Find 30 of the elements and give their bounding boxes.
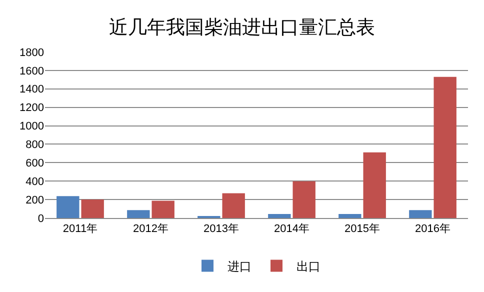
bar xyxy=(152,200,174,218)
y-tick-label: 1200 xyxy=(20,102,44,114)
y-tick-label: 0 xyxy=(38,212,44,225)
x-tick-label: 2016年 xyxy=(415,223,450,236)
bar xyxy=(434,76,456,218)
bar xyxy=(222,193,245,218)
y-tick-label: 1400 xyxy=(20,84,44,96)
bar xyxy=(363,152,386,218)
bar xyxy=(81,199,104,218)
y-tick-label: 200 xyxy=(26,194,44,206)
legend-label: 进口 xyxy=(228,259,252,274)
y-tick-label: 600 xyxy=(26,158,44,170)
bar xyxy=(268,214,291,218)
legend-label: 出口 xyxy=(296,259,320,274)
x-tick-label: 2014年 xyxy=(274,223,310,236)
bar xyxy=(292,181,316,218)
x-tick-label: 2015年 xyxy=(344,223,380,236)
chart-title: 近几年我国柴油进出口量汇总表 xyxy=(109,18,375,39)
bar xyxy=(127,210,150,218)
x-tick-label: 2011年 xyxy=(62,223,98,236)
bar xyxy=(338,214,362,218)
x-tick-label: 2012年 xyxy=(133,223,168,236)
y-tick-label: 800 xyxy=(26,139,44,152)
bar xyxy=(409,210,432,218)
y-tick-label: 1600 xyxy=(20,65,44,78)
x-tick-label: 2013年 xyxy=(204,223,239,236)
y-tick-label: 400 xyxy=(26,176,44,188)
y-tick-label: 1800 xyxy=(20,46,44,59)
y-tick-label: 1000 xyxy=(20,120,44,133)
bar xyxy=(56,196,80,218)
